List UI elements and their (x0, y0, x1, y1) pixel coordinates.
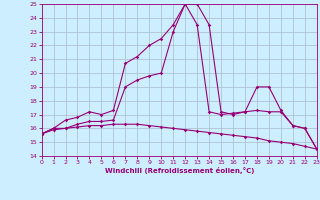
X-axis label: Windchill (Refroidissement éolien,°C): Windchill (Refroidissement éolien,°C) (105, 167, 254, 174)
